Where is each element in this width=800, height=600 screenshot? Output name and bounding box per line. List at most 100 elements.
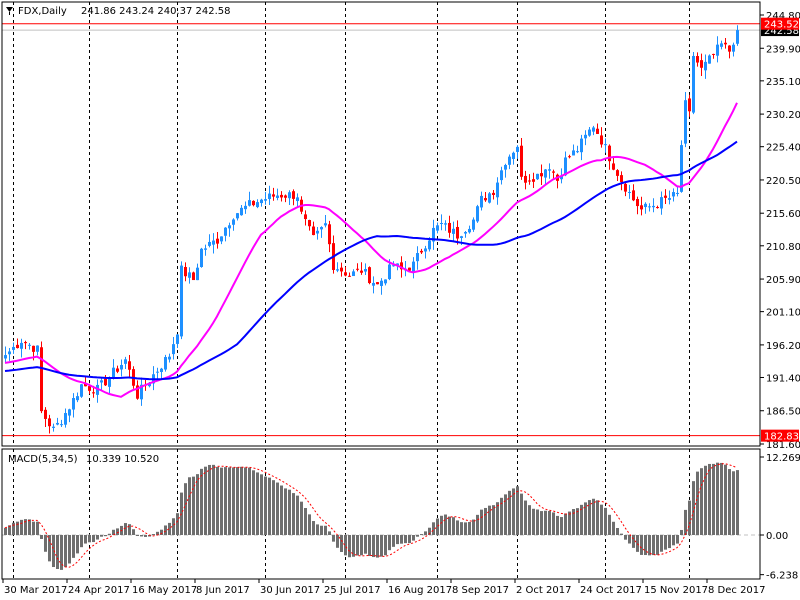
bear-candle	[368, 267, 371, 284]
macd-bar	[736, 470, 739, 535]
bull-candle	[452, 228, 455, 234]
bear-candle	[360, 270, 363, 273]
bull-candle	[468, 228, 471, 233]
macd-bar	[572, 509, 575, 535]
bull-candle	[8, 351, 11, 355]
macd-bar	[652, 535, 655, 556]
bull-candle	[588, 129, 591, 136]
macd-bar	[108, 533, 111, 535]
horizontal-lines	[2, 23, 760, 437]
bull-candle	[296, 197, 299, 202]
macd-bar	[280, 485, 283, 535]
bid-price-label: 242.58	[764, 26, 799, 37]
bull-candle	[580, 138, 583, 153]
bull-candle	[176, 334, 179, 344]
macd-bar	[720, 462, 723, 535]
time-tick-label: 24 Apr 2017	[68, 585, 130, 596]
bull-candle	[536, 173, 539, 180]
bear-candle	[376, 282, 379, 285]
macd-pane-frame	[1, 448, 761, 580]
macd-bar	[516, 486, 519, 535]
macd-bar	[676, 535, 679, 544]
macd-bar	[580, 504, 583, 535]
bull-candle	[4, 355, 7, 359]
macd-bar	[716, 462, 719, 535]
bear-candle	[568, 156, 571, 158]
macd-bar	[432, 522, 435, 535]
macd-bar	[32, 521, 35, 535]
bear-candle	[328, 224, 331, 245]
macd-bar	[92, 535, 95, 543]
macd-bar	[456, 520, 459, 535]
price-tick-label: 201.10	[766, 308, 800, 319]
bull-candle	[68, 409, 71, 416]
bear-candle	[620, 175, 623, 183]
time-tick-label: 2 Oct 2017	[516, 585, 571, 596]
macd-bar	[80, 535, 83, 548]
bear-candle	[712, 53, 715, 55]
time-tick-label: 24 Oct 2017	[580, 585, 642, 596]
macd-bar	[380, 535, 383, 557]
bull-candle	[168, 356, 171, 360]
ohlc-values: 241.86 243.24 240.37 242.58	[81, 6, 231, 17]
macd-bar	[192, 476, 195, 535]
macd-bar	[368, 535, 371, 557]
bull-candle	[164, 357, 167, 370]
bull-candle	[60, 424, 63, 426]
macd-bar	[692, 481, 695, 535]
bear-candle	[420, 250, 423, 253]
macd-bar	[336, 535, 339, 548]
macd-bar	[420, 534, 423, 536]
price-tick-label: 230.20	[766, 110, 800, 121]
bear-candle	[216, 238, 219, 244]
bear-candle	[520, 145, 523, 177]
bull-candle	[508, 156, 511, 165]
bull-candle	[212, 240, 215, 245]
bull-candle	[660, 197, 663, 209]
macd-bar	[4, 527, 7, 535]
macd-bar	[48, 535, 51, 562]
macd-bar	[140, 535, 143, 537]
macd-bar	[240, 466, 243, 535]
bear-candle	[32, 345, 35, 352]
bull-candle	[412, 261, 415, 272]
time-tick-label: 25 Jul 2017	[324, 585, 381, 596]
ma-fast-line	[4, 102, 738, 398]
macd-bar	[60, 535, 63, 570]
macd-bar	[304, 508, 307, 535]
macd-bar	[148, 535, 151, 537]
bear-candle	[272, 194, 275, 197]
bear-candle	[116, 368, 119, 372]
macd-bar	[628, 535, 631, 544]
bear-candle	[136, 385, 139, 399]
macd-bar	[212, 464, 215, 535]
bull-candle	[384, 279, 387, 284]
macd-bar	[340, 535, 343, 552]
bull-candle	[260, 199, 263, 204]
macd-values: 10.339 10.520	[86, 454, 159, 465]
macd-bar	[292, 493, 295, 535]
bull-candle	[564, 157, 567, 176]
macd-bar	[452, 517, 455, 535]
bull-candle	[428, 240, 431, 250]
macd-bar	[300, 501, 303, 535]
bear-candle	[48, 418, 51, 427]
bear-candle	[84, 383, 87, 387]
macd-bar	[648, 535, 651, 556]
macd-bar	[724, 464, 727, 535]
bear-candle	[484, 198, 487, 201]
bull-candle	[244, 205, 247, 210]
bear-candle	[408, 267, 411, 271]
macd-bar	[656, 535, 659, 555]
triangle-down-icon[interactable]	[6, 7, 13, 12]
bear-candle	[600, 135, 603, 145]
macd-tick-label: 0.00	[766, 531, 788, 542]
bear-candle	[16, 344, 19, 349]
macd-bar	[680, 529, 683, 535]
macd-bar	[412, 535, 415, 541]
bull-candle	[396, 263, 399, 266]
macd-bar	[36, 521, 39, 535]
bull-candle	[544, 169, 547, 178]
bull-candle	[372, 282, 375, 286]
